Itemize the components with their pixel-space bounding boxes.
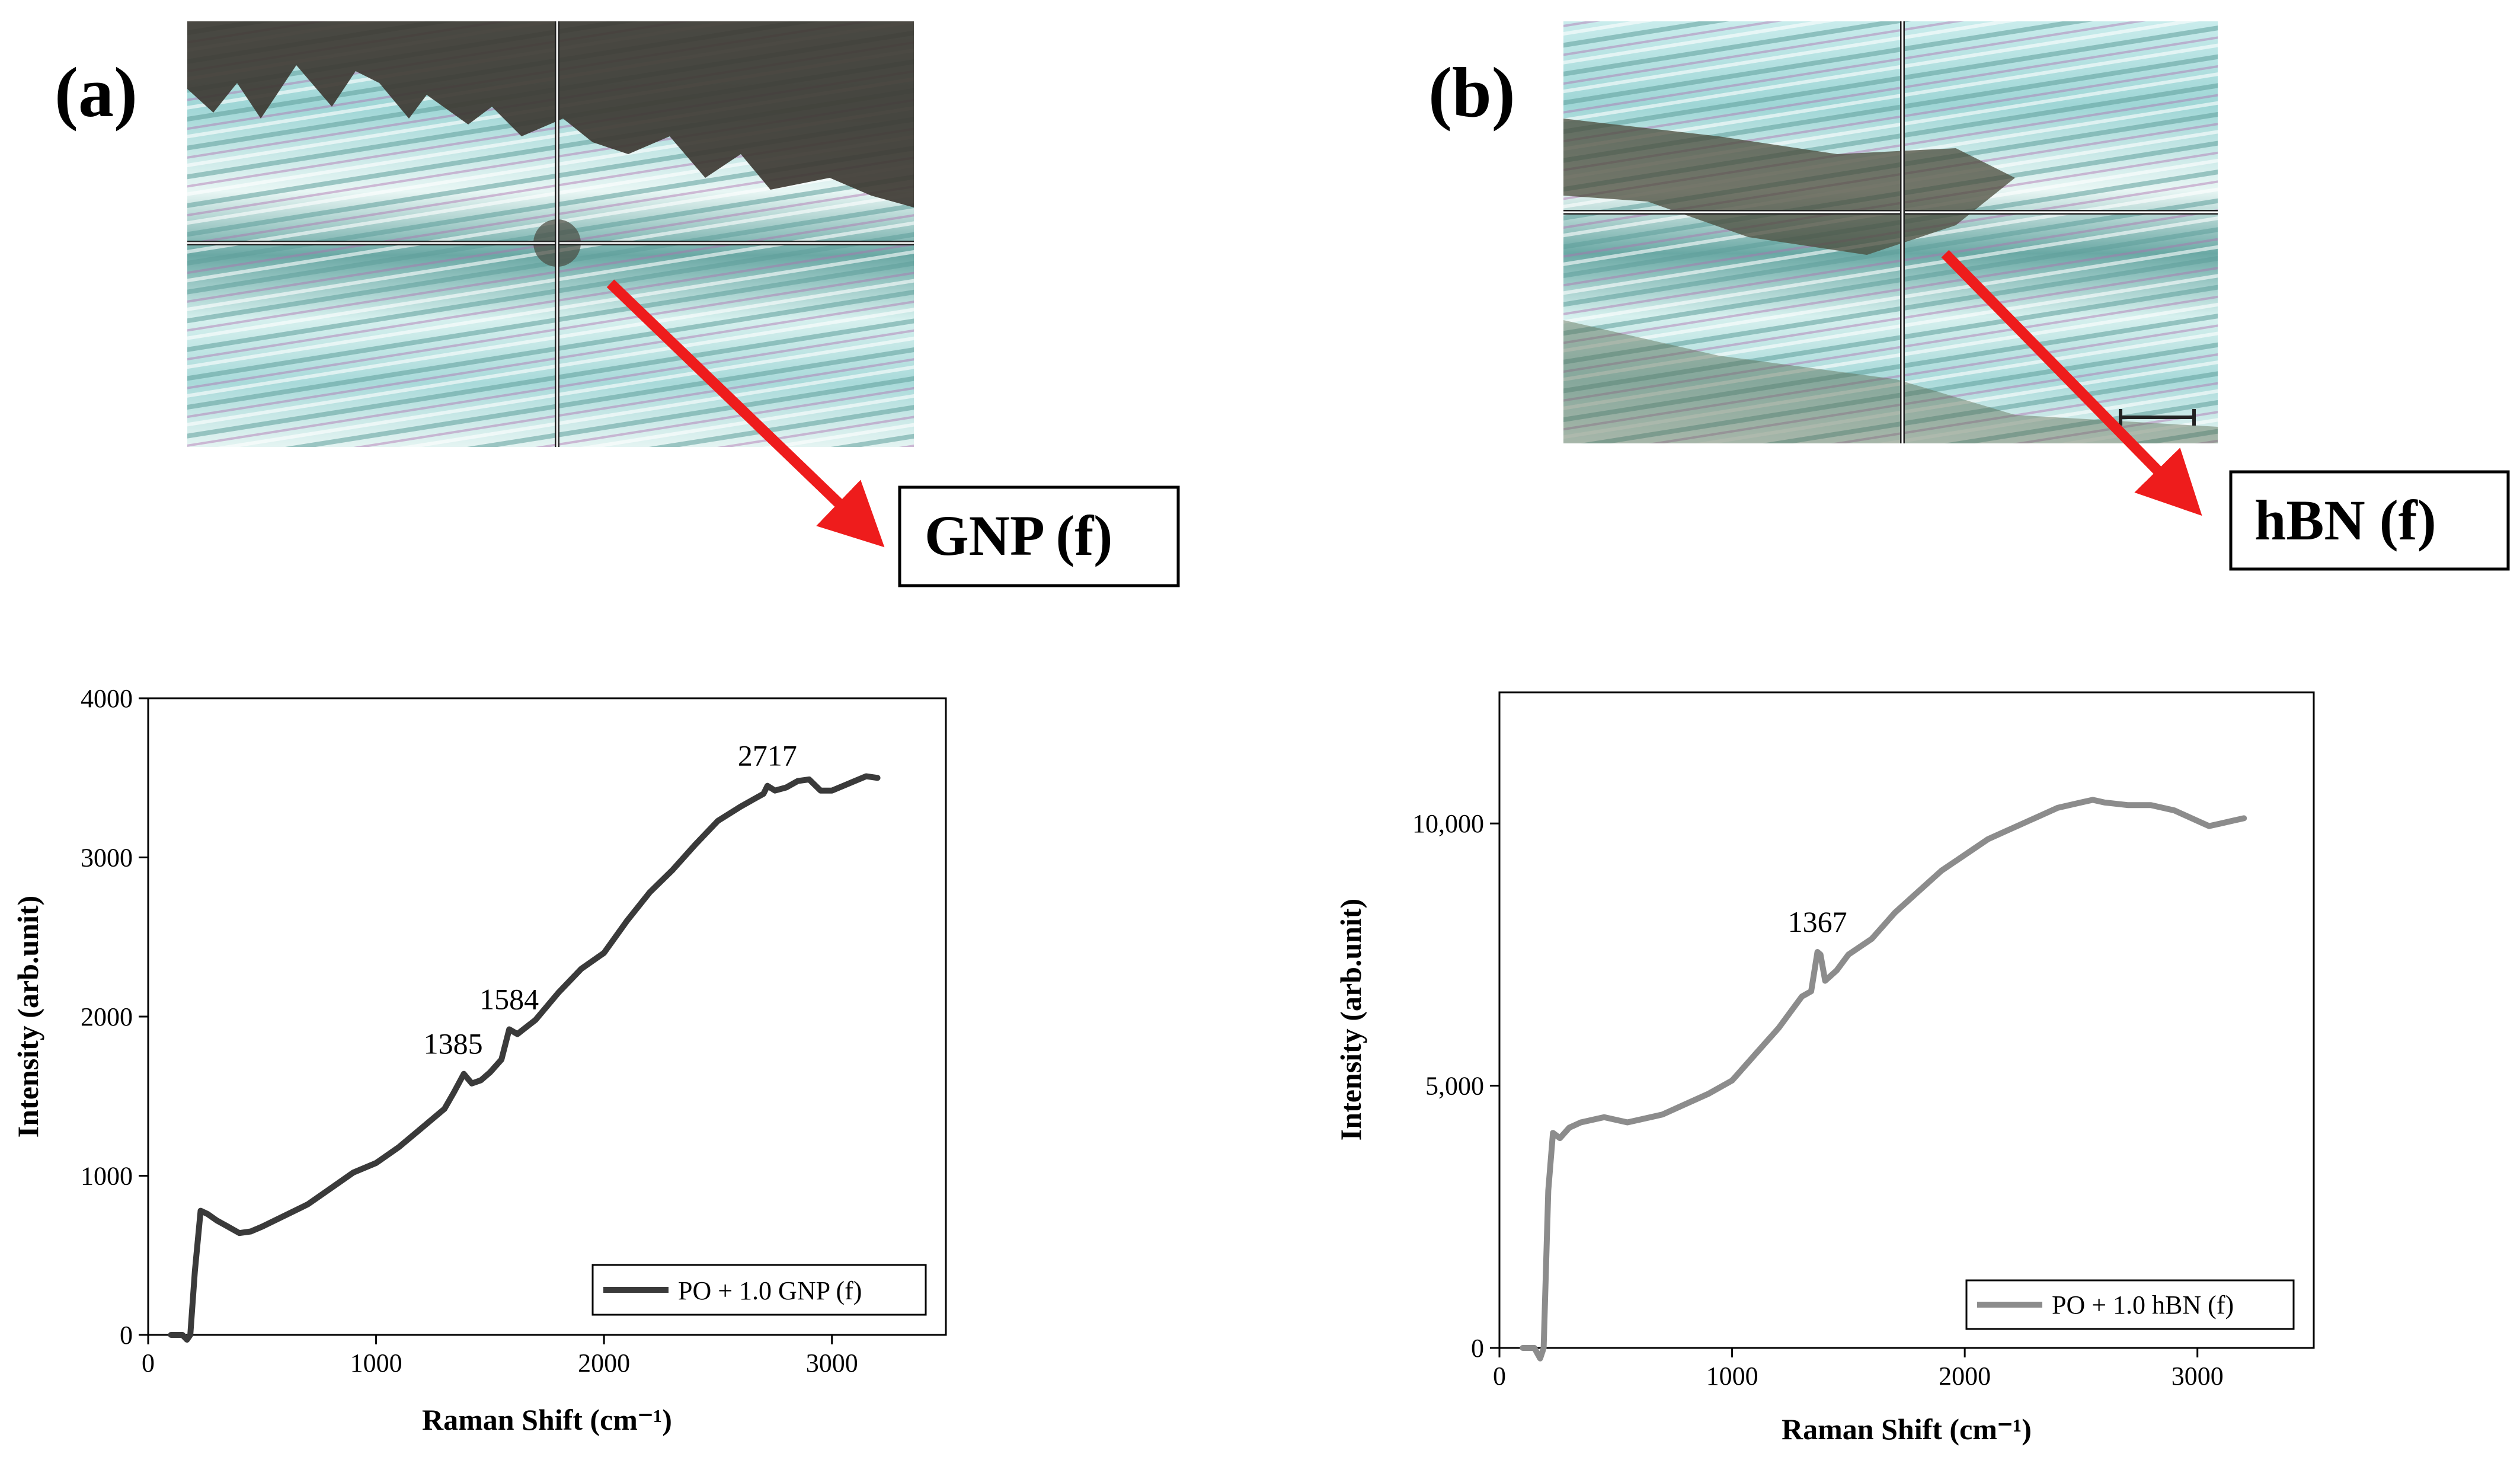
x-tick-label: 1000 — [350, 1349, 402, 1378]
x-tick-label: 0 — [142, 1349, 155, 1378]
y-tick-label: 0 — [120, 1321, 133, 1350]
y-tick-label: 0 — [1471, 1334, 1484, 1363]
peak-annotation: 1367 — [1788, 905, 1847, 938]
chart-b-xlabel: Raman Shift (cm⁻¹) — [1782, 1413, 2032, 1446]
panel-label-a: (a) — [55, 53, 137, 132]
x-tick-label: 0 — [1493, 1362, 1506, 1391]
chart-b-legend-text: PO + 1.0 hBN (f) — [2052, 1290, 2234, 1319]
chart-a-frame — [147, 697, 947, 1336]
chart-b-frame — [1498, 691, 2315, 1349]
chart-a-ylabel: Intensity (arb.unit) — [11, 896, 44, 1138]
chart-b-series-line — [1520, 797, 2247, 1362]
y-tick-label: 2000 — [81, 1002, 133, 1031]
label-box-a: GNP (f) — [898, 485, 1180, 587]
label-box-b: hBN (f) — [2229, 470, 2510, 571]
chart-a-annotations: 1385 1584 2717 — [424, 739, 797, 1060]
x-tick-label: 1000 — [1706, 1362, 1758, 1391]
label-box-b-text: hBN (f) — [2254, 488, 2436, 552]
y-tick-label: 5,000 — [1425, 1072, 1484, 1101]
chart-a-series-line — [168, 773, 881, 1343]
peak-annotation: 2717 — [738, 739, 797, 772]
arrow-b — [1941, 250, 2202, 516]
micrograph-b — [1563, 21, 2218, 443]
peak-annotation: 1385 — [424, 1027, 483, 1060]
y-tick-label: 4000 — [81, 684, 133, 713]
chart-b-annotations: 1367 — [1788, 905, 1847, 938]
label-box-a-text: GNP (f) — [925, 504, 1112, 567]
chart-b-x-ticks: 0 1000 2000 3000 — [1493, 1348, 2224, 1391]
y-tick-label: 1000 — [81, 1162, 133, 1191]
chart-a: 0 1000 2000 3000 0 1000 2000 3000 4000 1385 1584… — [11, 684, 947, 1436]
chart-b-y-ticks: 0 5,000 10,000 — [1412, 809, 1499, 1363]
x-tick-label: 3000 — [806, 1349, 858, 1378]
chart-a-legend-text: PO + 1.0 GNP (f) — [678, 1276, 862, 1305]
chart-a-xlabel: Raman Shift (cm⁻¹) — [422, 1403, 672, 1436]
y-tick-label: 3000 — [81, 843, 133, 873]
x-tick-label: 2000 — [1939, 1362, 1991, 1391]
chart-b-ylabel: Intensity (arb.unit) — [1334, 899, 1367, 1140]
panel-label-b: (b) — [1428, 53, 1515, 132]
micrograph-a — [187, 21, 914, 447]
peak-annotation: 1584 — [479, 982, 539, 1015]
chart-a-x-ticks: 0 1000 2000 3000 — [142, 1335, 858, 1378]
chart-b: 0 1000 2000 3000 0 5,000 10,000 1367 Raman Sh… — [1334, 691, 2315, 1446]
x-tick-label: 3000 — [2172, 1362, 2224, 1391]
arrow-a — [606, 279, 885, 548]
chart-a-legend: PO + 1.0 GNP (f) — [591, 1264, 927, 1316]
chart-a-y-ticks: 0 1000 2000 3000 4000 — [81, 684, 148, 1350]
x-tick-label: 2000 — [578, 1349, 630, 1378]
y-tick-label: 10,000 — [1412, 809, 1484, 838]
chart-b-legend: PO + 1.0 hBN (f) — [1965, 1279, 2295, 1330]
